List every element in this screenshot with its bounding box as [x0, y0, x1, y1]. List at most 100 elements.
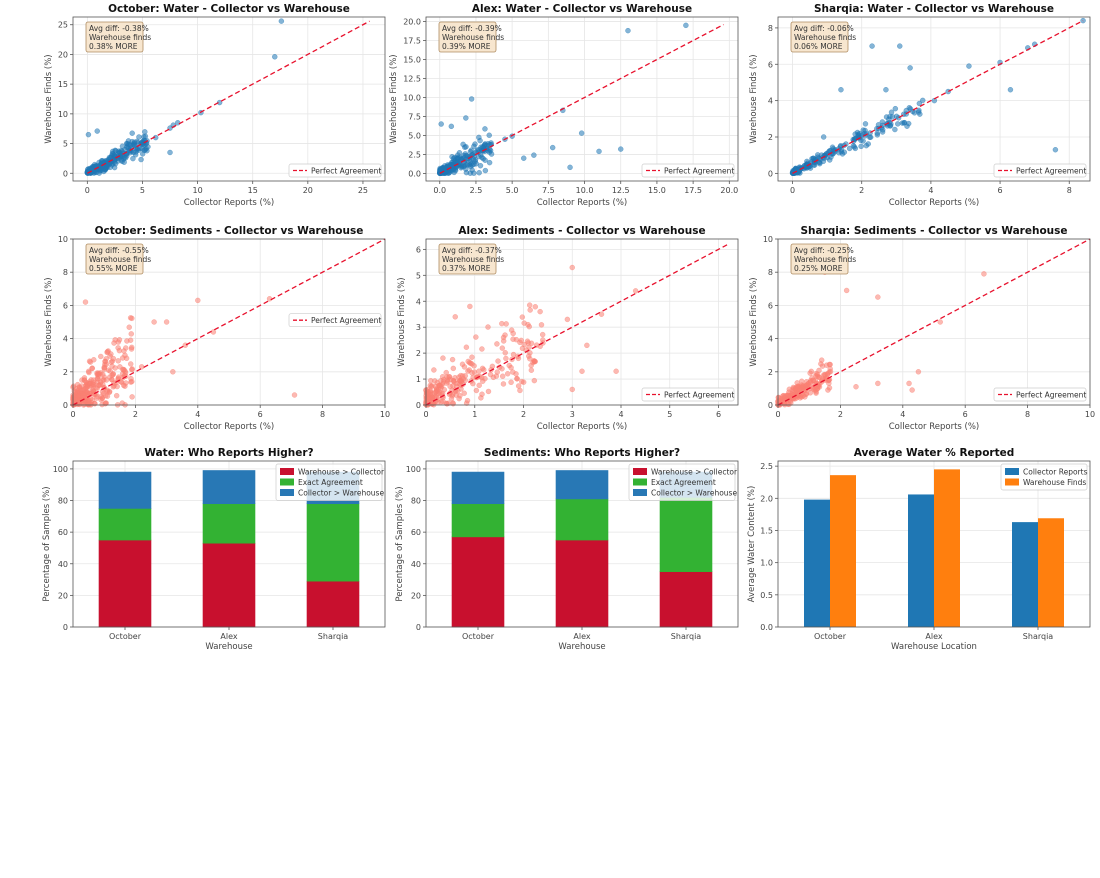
x-axis-label: Warehouse Location — [891, 642, 977, 652]
data-point — [788, 400, 794, 406]
perfect-agreement-line — [87, 20, 370, 174]
x-tick-label: Alex — [573, 632, 590, 641]
data-point — [853, 135, 859, 142]
data-point — [126, 324, 132, 330]
data-point — [519, 314, 526, 320]
chart-title: October: Water - Collector vs Warehouse — [108, 3, 350, 15]
y-tick-label: 8 — [768, 268, 773, 277]
data-point — [537, 308, 543, 315]
perfect-agreement-line — [792, 20, 1084, 174]
x-tick-label: 4 — [618, 410, 623, 419]
data-point — [515, 383, 522, 389]
bar — [830, 475, 856, 627]
data-point — [473, 387, 480, 394]
data-point — [102, 401, 109, 407]
x-tick-label: 4 — [900, 410, 905, 419]
scatter-panel-alex-sed: 0 1 2 3 4 5 6 0 1 2 3 4 5 6 Alex: Sediments - Collecto… — [397, 225, 739, 432]
data-point — [86, 358, 93, 364]
data-point — [469, 354, 475, 360]
data-point — [790, 395, 796, 402]
y-tick-label: 5 — [416, 271, 421, 280]
data-point — [128, 331, 134, 337]
y-tick-label: 15 — [58, 80, 68, 89]
x-tick-label: 4 — [195, 410, 200, 419]
data-point — [904, 123, 910, 129]
data-point — [90, 383, 97, 389]
data-point — [820, 134, 827, 140]
bar-segment — [202, 542, 256, 628]
data-point — [96, 170, 102, 176]
data-point — [142, 129, 148, 135]
data-point — [886, 116, 892, 123]
data-point — [515, 355, 522, 362]
bar — [1012, 522, 1038, 627]
y-tick-label: 60 — [58, 528, 68, 537]
data-point — [163, 319, 170, 325]
perfect-agreement-line — [439, 24, 724, 174]
data-point — [448, 123, 455, 130]
annotation-line: 0.06% MORE — [794, 42, 843, 51]
y-tick-label: 1.5 — [760, 526, 773, 535]
annotation-line: 0.37% MORE — [442, 264, 491, 273]
y-tick-label: 2.5 — [408, 150, 421, 159]
legend-entry: Collector > Warehouse — [298, 489, 384, 498]
data-point — [72, 389, 79, 395]
data-point — [821, 372, 827, 378]
x-tick-label: Sharqia — [318, 632, 349, 641]
data-point — [486, 132, 492, 138]
data-point — [195, 297, 201, 304]
data-point — [103, 356, 109, 362]
data-point — [814, 371, 821, 377]
data-point — [96, 371, 103, 377]
data-point — [448, 396, 455, 402]
x-axis-label: Warehouse — [205, 642, 252, 652]
y-tick-label: 40 — [58, 560, 68, 569]
x-tick-label: 0 — [70, 410, 75, 419]
data-point — [539, 331, 546, 338]
data-point — [567, 164, 573, 171]
data-point — [521, 320, 527, 326]
x-axis-label: Collector Reports (%) — [537, 422, 628, 432]
annotation-line: 0.55% MORE — [89, 264, 138, 273]
legend-entry: Perfect Agreement — [664, 167, 734, 176]
bar-segment — [306, 580, 360, 628]
legend-entry: Perfect Agreement — [664, 391, 734, 400]
x-tick-label: 5 — [140, 186, 145, 195]
legend-box — [993, 163, 1087, 178]
data-point — [613, 368, 619, 374]
bar-segment — [451, 471, 505, 504]
data-point — [883, 87, 889, 93]
data-point — [500, 381, 507, 387]
plot-frame — [425, 238, 739, 406]
x-tick-label: 6 — [963, 410, 968, 419]
data-point — [683, 22, 689, 29]
bar — [804, 499, 830, 627]
data-point — [598, 311, 605, 317]
legend-entry: Warehouse Finds — [1023, 478, 1086, 487]
y-tick-label: 0 — [768, 401, 773, 410]
legend-entry: Collector > Warehouse — [651, 489, 737, 498]
bar — [934, 469, 960, 627]
data-point — [920, 97, 926, 104]
data-point — [869, 43, 875, 49]
y-tick-label: 15.0 — [403, 56, 421, 65]
chart-title: Alex: Sediments - Collector vs Warehouse — [458, 225, 705, 237]
x-tick-label: 6 — [716, 410, 721, 419]
data-point — [120, 366, 126, 373]
plot-frame — [72, 238, 386, 406]
data-point — [499, 320, 505, 327]
data-point — [526, 302, 533, 308]
y-tick-label: 20.0 — [403, 18, 421, 27]
data-point — [528, 340, 535, 347]
data-point — [136, 134, 142, 140]
annotation-line: Warehouse finds — [442, 255, 504, 264]
data-point — [139, 139, 146, 145]
x-tick-label: 8 — [1067, 186, 1072, 195]
annotation-box — [438, 21, 497, 53]
data-point — [461, 155, 467, 161]
data-point — [531, 152, 537, 158]
